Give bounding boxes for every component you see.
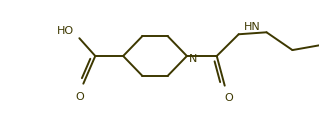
Text: HO: HO [57, 26, 74, 36]
Text: N: N [189, 53, 197, 63]
Text: HN: HN [244, 22, 261, 32]
Text: O: O [75, 91, 84, 101]
Text: O: O [224, 93, 233, 103]
